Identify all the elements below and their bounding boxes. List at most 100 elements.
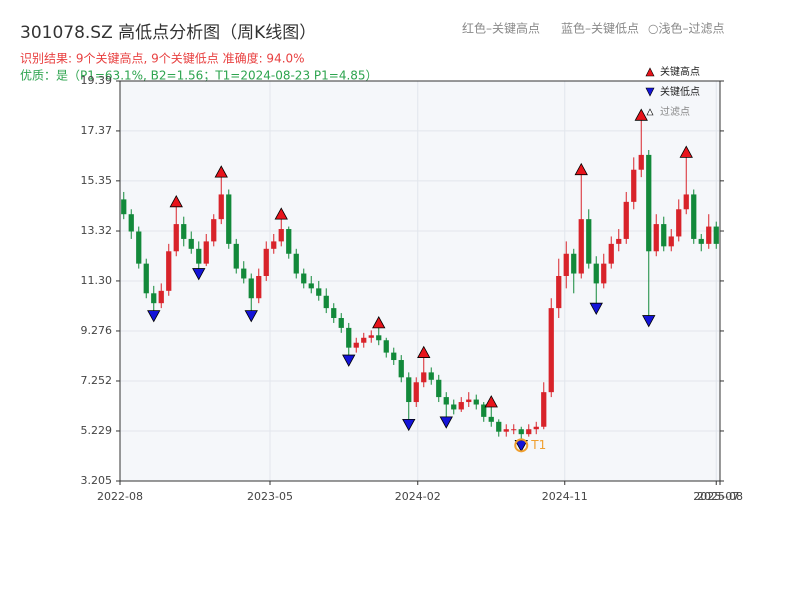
y-tick-label: 19.39: [81, 74, 113, 87]
candle-body: [473, 399, 479, 405]
candle-body: [466, 399, 472, 403]
key-low-marker: [192, 268, 206, 281]
candle-body: [698, 238, 704, 244]
x-tick-label: 2024-11: [542, 490, 588, 503]
candle-body: [623, 201, 629, 239]
candle-body: [421, 372, 427, 383]
key-high-marker: [372, 316, 386, 329]
candle-body: [563, 253, 569, 276]
candle-body: [158, 290, 164, 304]
candle-body: [601, 263, 607, 284]
candle-body: [608, 243, 614, 264]
candle-body: [331, 308, 337, 319]
candle-body: [166, 251, 172, 291]
candle-body: [188, 238, 194, 249]
candle-body: [218, 194, 224, 220]
candle-body: [638, 154, 644, 170]
candle-body: [578, 219, 584, 274]
candle-body: [683, 194, 689, 210]
x-tick-label: 2025-07: [693, 490, 739, 503]
candle-body: [248, 278, 254, 299]
candle-body: [151, 293, 157, 304]
candle-body: [196, 248, 202, 264]
key-high-marker: [484, 395, 498, 408]
candle-body: [691, 194, 697, 239]
key-high-marker: [634, 108, 648, 121]
y-tick-label: 15.35: [81, 174, 113, 187]
candle-body: [181, 224, 187, 239]
header-legend: 蓝色–关键低点: [561, 22, 639, 36]
legend-high-icon: [645, 67, 655, 77]
key-high-marker: [417, 345, 431, 358]
candle-body: [676, 209, 682, 237]
candle-body: [428, 372, 434, 380]
legend-label: 关键高点: [660, 65, 700, 78]
candle-body: [278, 229, 284, 242]
candle-body: [481, 404, 487, 417]
candle-body: [646, 154, 652, 252]
candle-body: [511, 429, 517, 431]
candle-body: [413, 382, 419, 403]
legend-label: 过滤点: [660, 105, 690, 118]
key-high-marker: [679, 145, 693, 158]
key-low-marker: [342, 354, 356, 367]
t1-marker: [514, 438, 529, 453]
key-low-marker: [642, 315, 656, 328]
candle-body: [353, 342, 359, 348]
candle-body: [323, 295, 329, 309]
key-high-marker: [169, 194, 183, 208]
candle-body: [263, 248, 269, 276]
key-low-marker: [244, 310, 258, 323]
candle-body: [436, 379, 442, 398]
candle-body: [316, 288, 322, 296]
key-high-marker: [574, 162, 588, 176]
candle-body: [631, 169, 637, 202]
legend-filter-icon: [646, 108, 654, 116]
candle-body: [526, 429, 532, 435]
candle-body: [233, 243, 239, 269]
candle-body: [256, 275, 262, 299]
y-tick-label: 5.229: [81, 424, 113, 437]
x-tick-label: 2022-08: [97, 490, 143, 503]
candle-body: [226, 194, 232, 244]
quality-note: 优质：是（P1=63.1%, B2=1.56；T1=2024-08-23 P1=…: [20, 69, 378, 83]
y-tick-label: 11.30: [81, 274, 113, 287]
candle-body: [383, 340, 389, 353]
chart-title: 301078.SZ 高低点分析图（周K线图）: [20, 23, 316, 43]
candle-body: [286, 229, 292, 254]
candle-body: [398, 360, 404, 378]
candle-body: [301, 273, 307, 284]
candle-body: [593, 263, 599, 284]
candle-body: [496, 421, 502, 432]
candle-body: [503, 429, 509, 432]
candle-body: [376, 335, 382, 341]
candle-body: [518, 429, 524, 435]
candle-body: [241, 268, 247, 279]
candle-body: [293, 253, 299, 274]
candle-body: [143, 263, 149, 294]
candle-body: [203, 241, 209, 264]
candle-body: [548, 308, 554, 393]
candle-body: [361, 337, 367, 343]
candle-body: [458, 402, 464, 410]
candle-body: [616, 238, 622, 244]
candle-body: [136, 231, 142, 264]
candle-body: [121, 199, 127, 215]
candle-body: [706, 226, 712, 244]
key-low-marker: [402, 418, 416, 432]
y-tick-label: 9.276: [81, 324, 113, 337]
x-tick-label: 2023-05: [247, 490, 293, 503]
candle-body: [338, 318, 344, 328]
key-low-marker: [147, 310, 161, 323]
candle-body: [668, 236, 674, 247]
candle-body: [443, 397, 449, 405]
y-tick-label: 7.252: [81, 374, 113, 387]
candle-body: [586, 219, 592, 264]
t1-label: T1: [530, 438, 546, 452]
candle-body: [653, 224, 659, 252]
candle-body: [488, 416, 494, 422]
key-low-marker: [439, 416, 453, 429]
legend-low-icon: [645, 87, 655, 97]
legend-label: 关键低点: [660, 85, 700, 98]
candle-body: [173, 224, 179, 252]
